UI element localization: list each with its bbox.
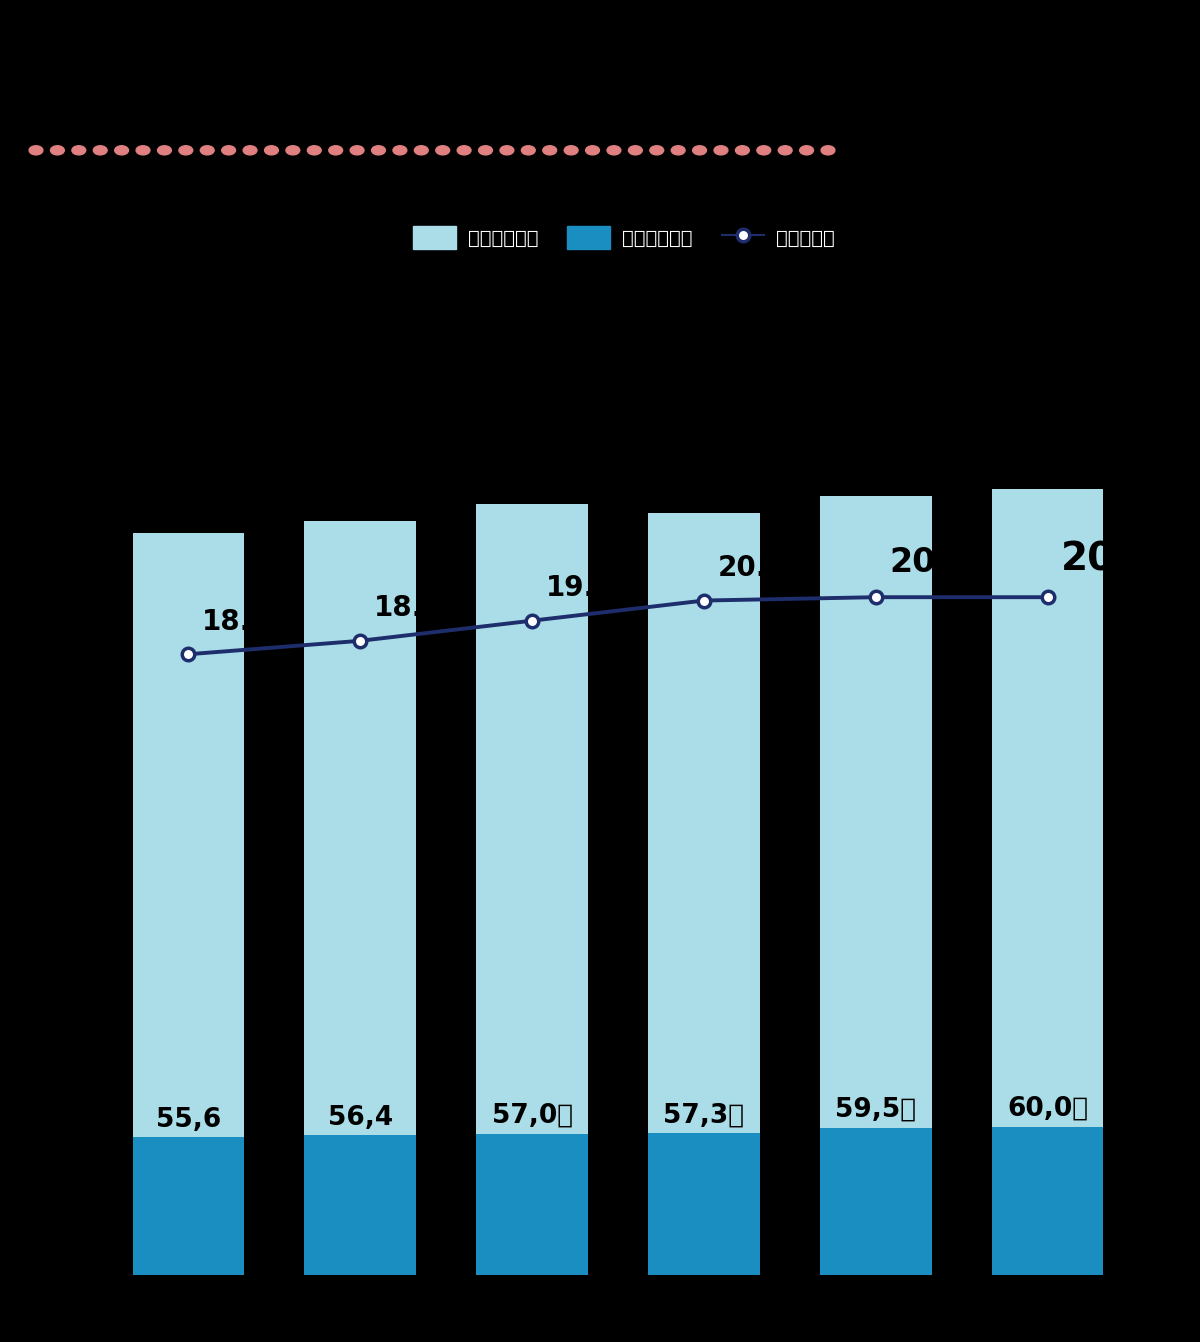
Bar (476, 1134, 588, 1275)
Bar (991, 488, 1104, 1275)
Bar (820, 497, 931, 1275)
Text: 60,0・: 60,0・ (1007, 1095, 1088, 1122)
Text: 18.5: 18.5 (202, 608, 271, 636)
Bar (305, 521, 416, 1275)
Text: 19.5: 19.5 (546, 574, 614, 603)
Text: 57,3・: 57,3・ (664, 1102, 744, 1129)
Bar (648, 1133, 760, 1275)
Bar (132, 533, 245, 1275)
Legend: 受験小学生数, 実質受験者数, 実質受験率: 受験小学生数, 実質受験者数, 実質受験率 (406, 217, 842, 258)
Bar (132, 1138, 245, 1275)
Text: 59,5・: 59,5・ (835, 1096, 917, 1123)
Text: 18.9: 18.9 (374, 595, 443, 623)
Text: 20.2: 20.2 (1061, 541, 1158, 578)
Text: 55,6: 55,6 (156, 1107, 221, 1133)
Bar (648, 514, 760, 1275)
Text: 20.1: 20.1 (718, 554, 786, 582)
Bar (305, 1135, 416, 1275)
Bar (991, 1126, 1104, 1275)
Text: 20.2: 20.2 (889, 546, 972, 578)
Text: 56,4: 56,4 (328, 1104, 392, 1130)
Bar (476, 503, 588, 1275)
Text: 57,0・: 57,0・ (492, 1103, 572, 1129)
Bar (820, 1127, 931, 1275)
